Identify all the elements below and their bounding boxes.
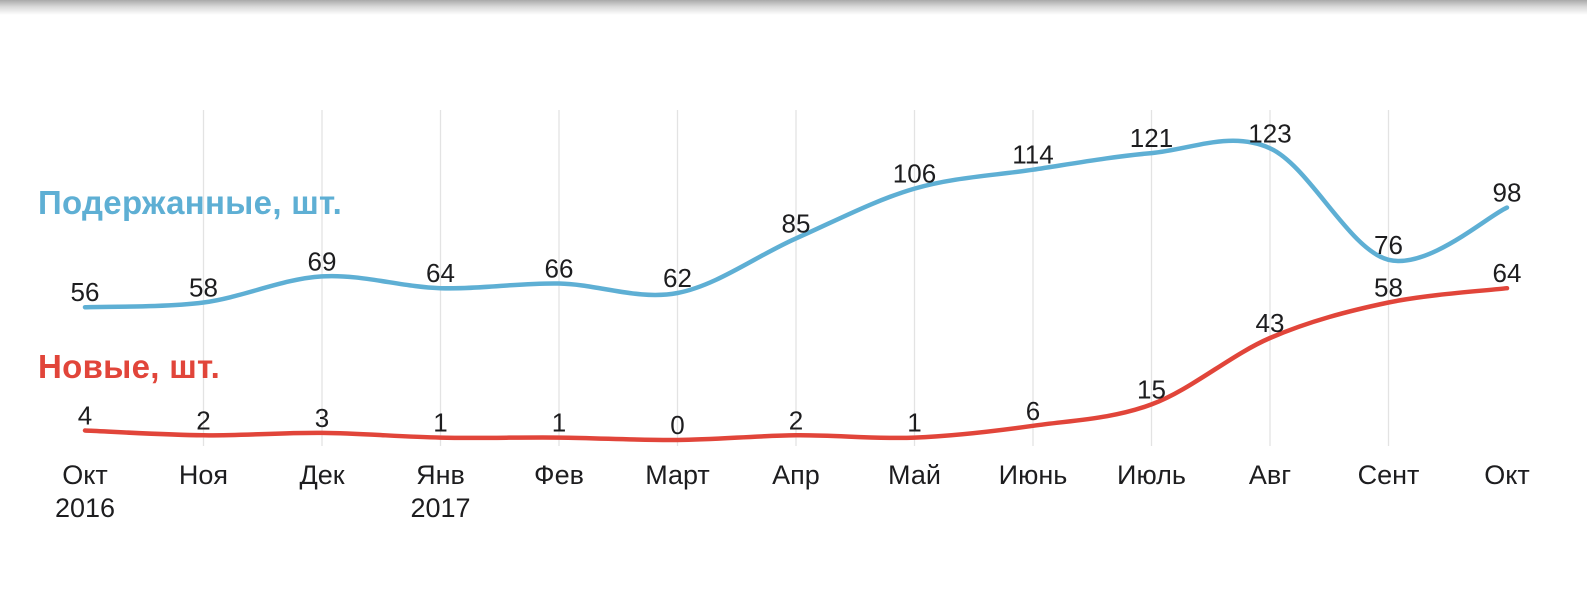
series-new-value-label: 15 (1137, 374, 1166, 404)
series-used-value-label: 62 (663, 263, 692, 293)
series-new-value-label: 4 (78, 401, 92, 431)
x-axis-label: Июль (1117, 460, 1186, 490)
legend-used-label: Подержанные, шт. (38, 184, 343, 221)
series-new-value-label: 1 (552, 408, 566, 438)
x-axis-label: Фев (534, 460, 584, 490)
series-new-value-label: 1 (433, 408, 447, 438)
series-new-value-label: 2 (196, 405, 210, 435)
series-new-line (82, 285, 1510, 443)
series-new-value-label: 0 (670, 410, 684, 440)
x-axis-year-label: 2017 (410, 493, 470, 523)
series-new-value-label: 43 (1256, 308, 1285, 338)
series-new-value-label: 64 (1493, 258, 1522, 288)
x-axis-label: Ноя (179, 460, 228, 490)
series-new-value-label: 6 (1026, 396, 1040, 426)
series-used-line (82, 138, 1510, 310)
series-used-value-label: 98 (1493, 178, 1522, 208)
series-used-value-label: 121 (1130, 123, 1173, 153)
x-axis-year-label: 2016 (55, 493, 115, 523)
x-axis-label: Дек (299, 460, 344, 490)
x-axis-label: Окт (1484, 460, 1529, 490)
x-axis-label: Май (888, 460, 941, 490)
series-used-value-label: 58 (189, 272, 218, 302)
series-used-value-label: 76 (1374, 230, 1403, 260)
x-axis-label: Март (645, 460, 710, 490)
series-used-value-label: 69 (308, 246, 337, 276)
series-used-value-label: 114 (1012, 140, 1053, 170)
x-axis-label: Апр (772, 460, 820, 490)
series-used-value-label: 85 (782, 208, 811, 238)
series-new-value-label: 2 (789, 405, 803, 435)
x-axis-label: Авг (1249, 460, 1291, 490)
series-used-value-label: 56 (71, 277, 100, 307)
series-used-value-label: 66 (545, 253, 574, 283)
series-new-value-label: 1 (907, 408, 921, 438)
series-used-value-label: 106 (893, 159, 936, 189)
x-axis-label: Янв (416, 460, 465, 490)
series-used-value-label: 123 (1248, 118, 1291, 148)
legend-new-label: Новые, шт. (38, 348, 221, 385)
x-axis-label: Июнь (999, 460, 1068, 490)
series-used-value-label: 64 (426, 258, 455, 288)
x-axis-label: Окт (62, 460, 107, 490)
series-new-value-label: 3 (315, 403, 329, 433)
series-new-value-label: 58 (1374, 272, 1403, 302)
x-axis-label: Сент (1358, 460, 1420, 490)
